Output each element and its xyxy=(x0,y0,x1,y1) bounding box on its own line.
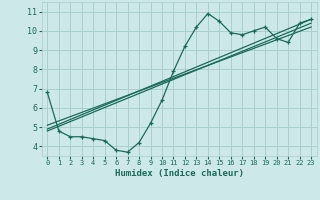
X-axis label: Humidex (Indice chaleur): Humidex (Indice chaleur) xyxy=(115,169,244,178)
